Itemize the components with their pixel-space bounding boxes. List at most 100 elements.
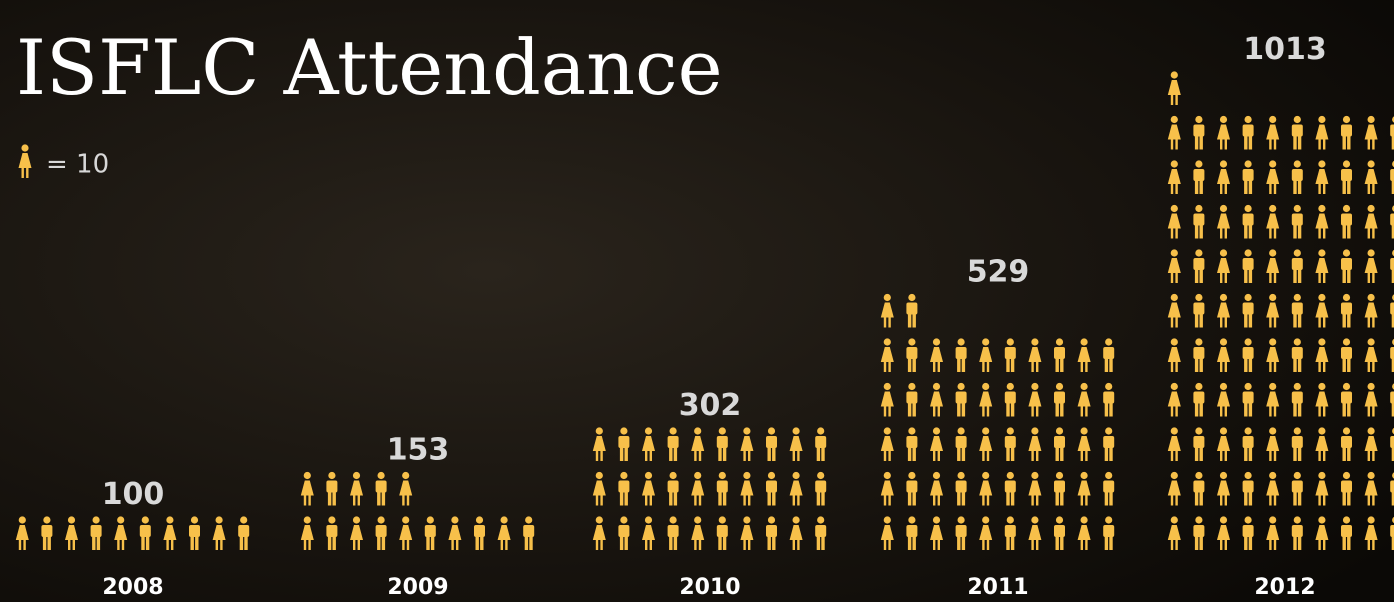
- x-tick-label: 2008: [102, 575, 163, 600]
- icon-dress: [930, 436, 943, 451]
- icon-leg: [1244, 358, 1248, 372]
- icon-leg: [912, 491, 916, 506]
- icon-leg: [957, 491, 961, 506]
- person-icon: [497, 516, 511, 550]
- person-icon: [1315, 293, 1329, 328]
- icon-leg: [220, 540, 223, 550]
- icon-head: [1269, 115, 1277, 124]
- icon-leg: [1010, 358, 1015, 372]
- icon-head: [1342, 382, 1351, 391]
- icon-leg: [1323, 540, 1326, 550]
- icon-leg: [1224, 139, 1227, 150]
- icon-head: [1006, 382, 1014, 391]
- person-icon: [1291, 382, 1303, 417]
- icon-head: [402, 516, 410, 524]
- person-icon: [789, 427, 803, 461]
- icon-leg: [797, 451, 800, 461]
- icon-leg: [1244, 313, 1248, 328]
- icon-body: [618, 436, 630, 448]
- person-icon: [691, 471, 705, 506]
- icon-leg: [1293, 491, 1297, 506]
- icon-dress: [1217, 436, 1230, 451]
- icon-body: [1291, 124, 1303, 137]
- person-icon: [1167, 382, 1181, 417]
- person-icon: [906, 471, 918, 506]
- icon-body: [1242, 391, 1254, 404]
- icon-head: [1195, 293, 1203, 302]
- icon-head: [1293, 293, 1301, 302]
- icon-leg: [1391, 135, 1394, 150]
- person-icon: [642, 427, 655, 461]
- icon-body: [90, 525, 102, 537]
- person-icon: [880, 471, 894, 506]
- person-icon: [766, 471, 777, 506]
- icon-dress: [1364, 436, 1378, 451]
- icon-leg: [1010, 447, 1015, 461]
- person-icon: [930, 427, 943, 461]
- icon-body: [326, 480, 338, 493]
- icon-body: [41, 525, 53, 537]
- icon-body: [766, 436, 777, 448]
- value-label: 529: [967, 255, 1030, 290]
- icon-head: [1293, 471, 1301, 480]
- person-icon: [691, 516, 705, 550]
- icon-leg: [1372, 362, 1375, 372]
- icon-leg: [406, 495, 410, 506]
- icon-leg: [1244, 491, 1248, 506]
- person-icon: [789, 471, 803, 506]
- person-icon: [1054, 427, 1065, 461]
- icon-leg: [18, 540, 22, 550]
- icon-dress: [1028, 525, 1042, 540]
- icon-leg: [1010, 491, 1015, 506]
- icon-leg: [1293, 402, 1297, 417]
- person-icon: [1341, 471, 1352, 506]
- icon-dress: [789, 525, 803, 540]
- person-icon: [930, 471, 943, 506]
- person-icon: [1242, 293, 1254, 328]
- icon-head: [1170, 204, 1178, 213]
- icon-leg: [1006, 447, 1010, 461]
- icon-leg: [883, 540, 887, 550]
- icon-leg: [1085, 495, 1088, 506]
- icon-dress: [350, 480, 363, 496]
- icon-leg: [1273, 139, 1277, 150]
- icon-head: [1293, 382, 1301, 391]
- icon-body: [1103, 436, 1115, 448]
- icon-head: [792, 427, 800, 435]
- icon-head: [883, 338, 891, 346]
- icon-body: [1390, 480, 1394, 493]
- icon-body: [1004, 391, 1016, 404]
- icon-dress: [1167, 169, 1181, 184]
- icon-head: [595, 471, 603, 480]
- icon-body: [1242, 302, 1254, 315]
- icon-head: [1219, 293, 1228, 302]
- icon-head: [166, 516, 174, 524]
- person-icon: [350, 516, 363, 550]
- icon-leg: [1010, 536, 1015, 550]
- icon-leg: [1170, 451, 1174, 461]
- icon-leg: [381, 536, 386, 550]
- icon-head: [1244, 382, 1252, 391]
- icon-head: [1342, 338, 1351, 346]
- icon-leg: [982, 540, 985, 550]
- icon-leg: [42, 536, 47, 550]
- icon-leg: [722, 491, 727, 506]
- icon-leg: [792, 540, 795, 550]
- icon-leg: [957, 536, 961, 550]
- person-icon: [1103, 427, 1115, 461]
- icon-leg: [797, 495, 800, 506]
- icon-head: [932, 338, 941, 346]
- value-label: 1013: [1243, 32, 1327, 67]
- icon-body: [1242, 124, 1254, 137]
- icon-leg: [1244, 536, 1248, 550]
- person-icon: [1341, 427, 1352, 461]
- icon-leg: [1224, 362, 1227, 372]
- icon-leg: [1318, 273, 1321, 283]
- icon-leg: [1220, 495, 1223, 506]
- icon-leg: [1199, 491, 1203, 506]
- person-icon: [1054, 516, 1065, 550]
- person-icon: [592, 516, 606, 550]
- icon-leg: [1194, 180, 1199, 194]
- icon-head: [1195, 160, 1203, 168]
- person-icon: [1341, 338, 1352, 372]
